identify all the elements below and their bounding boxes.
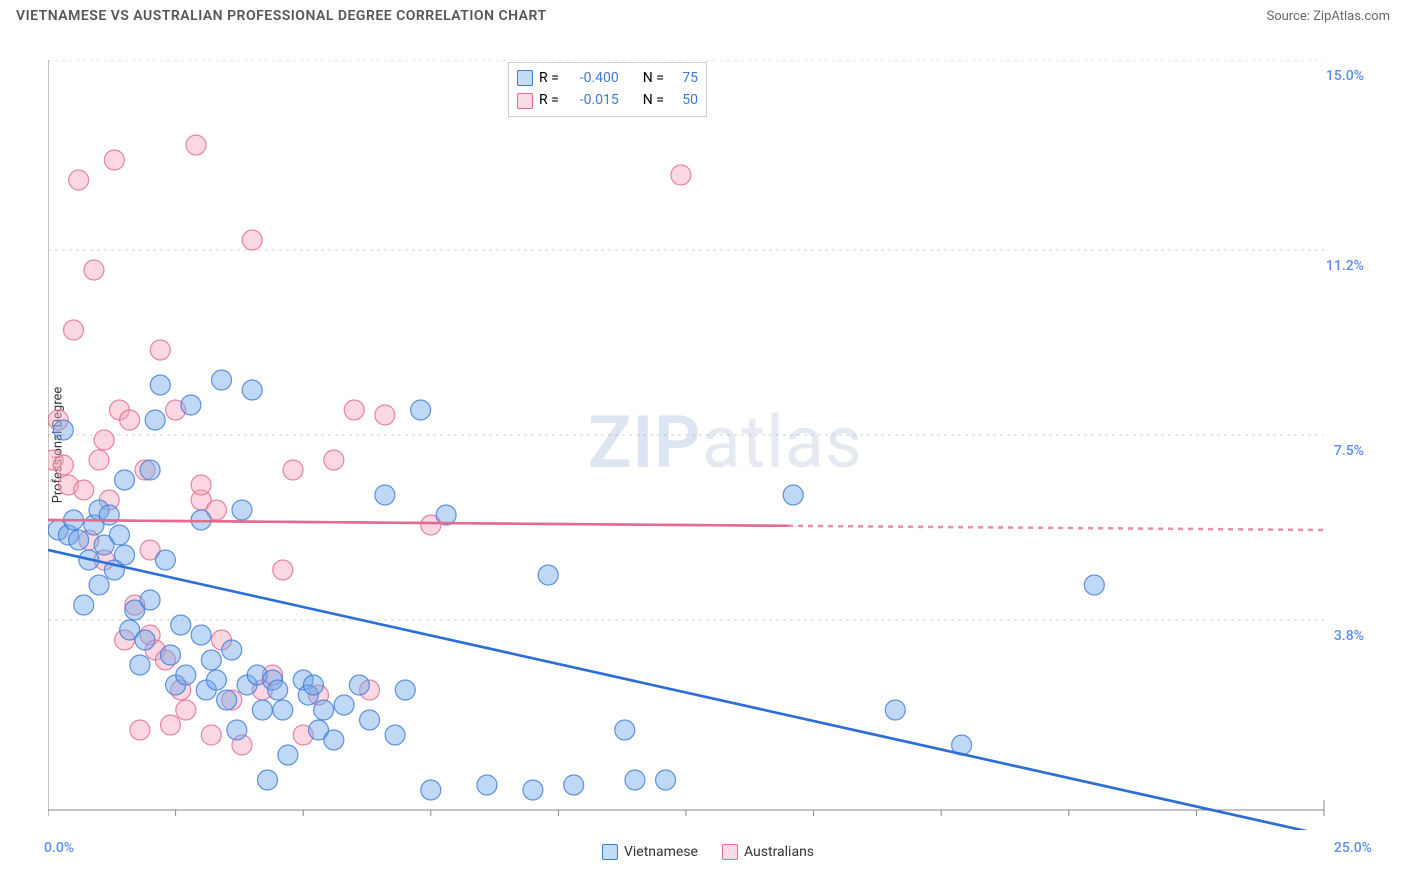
svg-text:3.8%: 3.8% <box>1334 628 1364 644</box>
correlation-legend: R = -0.400 N = 75 R = -0.015 N = 50 <box>508 62 707 117</box>
n-label: N = <box>643 67 664 89</box>
series-legend-item: Vietnamese <box>602 844 698 860</box>
series-legend: Vietnamese Australians <box>602 844 814 860</box>
legend-swatch <box>517 93 533 109</box>
legend-swatch <box>722 844 738 860</box>
chart-area: Professional Degree 3.8%7.5%11.2%15.0% Z… <box>48 60 1368 830</box>
legend-swatch <box>602 844 618 860</box>
r-label: R = <box>539 89 559 111</box>
svg-text:7.5%: 7.5% <box>1334 443 1364 459</box>
svg-text:15.0%: 15.0% <box>1326 68 1364 84</box>
n-value: 75 <box>670 67 698 89</box>
r-value: -0.015 <box>565 89 619 111</box>
r-label: R = <box>539 67 559 89</box>
chart-title: VIETNAMESE VS AUSTRALIAN PROFESSIONAL DE… <box>16 8 547 24</box>
scatter-plot: 3.8% 7.5% 11.2% 15.0% <box>48 60 1368 830</box>
x-max-label: 25.0% <box>1334 840 1372 856</box>
svg-text:11.2%: 11.2% <box>1326 258 1364 274</box>
r-value: -0.400 <box>565 67 619 89</box>
series-name: Vietnamese <box>624 844 698 860</box>
legend-row: R = -0.015 N = 50 <box>517 89 698 111</box>
legend-row: R = -0.400 N = 75 <box>517 67 698 89</box>
n-label: N = <box>643 89 664 111</box>
source-label: Source: ZipAtlas.com <box>1266 9 1390 24</box>
legend-swatch <box>517 70 533 86</box>
series-name: Australians <box>744 844 814 860</box>
n-value: 50 <box>670 89 698 111</box>
series-legend-item: Australians <box>722 844 814 860</box>
x-min-label: 0.0% <box>44 840 74 856</box>
